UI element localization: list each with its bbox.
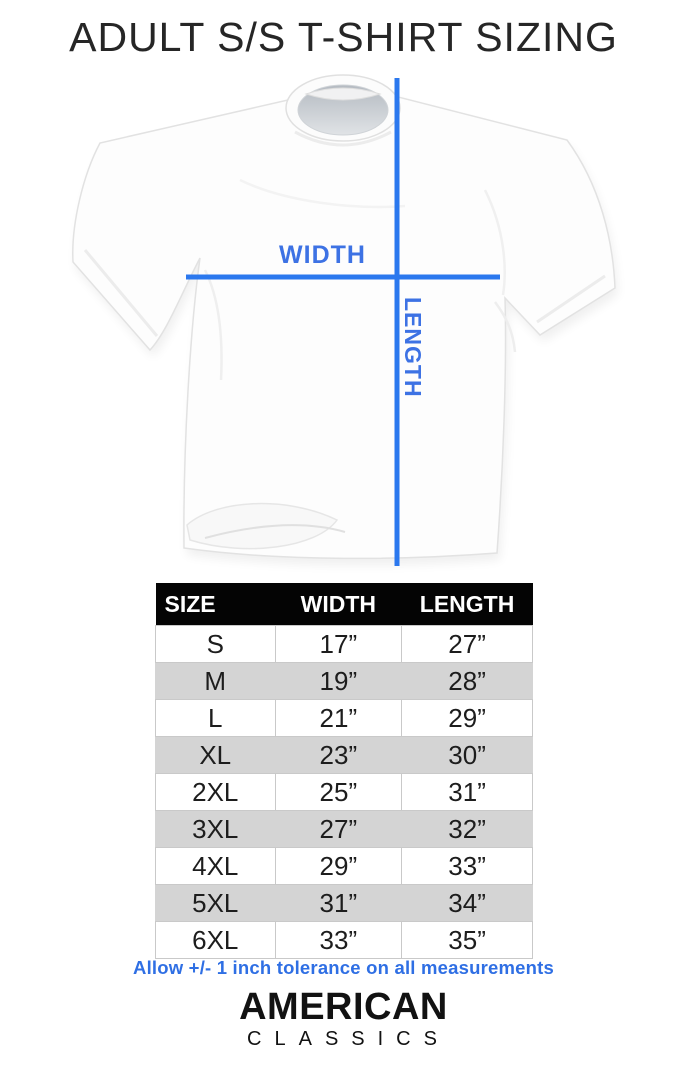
tshirt-illustration	[72, 74, 618, 566]
length-cell: 35”	[401, 921, 533, 959]
length-cell: 33”	[401, 847, 533, 885]
table-header-row: SIZE WIDTH LENGTH	[155, 583, 533, 626]
brand-name: AMERICAN	[239, 986, 448, 1028]
wrinkle	[483, 189, 506, 296]
tolerance-note: Allow +/- 1 inch tolerance on all measur…	[133, 957, 554, 978]
size-cell: L	[155, 699, 276, 737]
width-cell: 21”	[274, 699, 403, 737]
table-row: M 19” 28”	[155, 662, 533, 700]
page-title: ADULT S/S T-SHIRT SIZING	[69, 14, 618, 60]
length-cell: 28”	[401, 662, 533, 700]
width-cell: 33”	[274, 921, 403, 959]
length-cell: 31”	[401, 773, 533, 811]
width-cell: 17”	[274, 625, 403, 663]
length-cell: 27”	[401, 625, 533, 663]
column-header-length: LENGTH	[401, 583, 533, 626]
wrinkle	[493, 301, 517, 353]
size-cell: S	[155, 625, 276, 663]
size-table: SIZE WIDTH LENGTH S 17” 27” M 19” 28” L …	[155, 583, 533, 959]
size-cell: M	[155, 662, 276, 700]
left-cuff-line	[83, 249, 159, 337]
table-row: 5XL 31” 34”	[155, 884, 533, 922]
brand-subname: CLASSICS	[247, 1027, 450, 1050]
size-cell: 2XL	[155, 773, 276, 811]
size-cell: 6XL	[155, 921, 276, 959]
size-cell: XL	[155, 736, 276, 774]
width-cell: 31”	[274, 884, 403, 922]
table-row: S 17” 27”	[155, 625, 533, 663]
table-row: XL 23” 30”	[155, 736, 533, 774]
table-row: L 21” 29”	[155, 699, 533, 737]
column-header-width: WIDTH	[275, 583, 402, 626]
width-measure-label: WIDTH	[279, 241, 366, 269]
collar-under-shadow	[294, 130, 392, 147]
collar-back-band	[304, 87, 382, 101]
length-cell: 29”	[401, 699, 533, 737]
wrinkle	[239, 178, 406, 209]
width-cell: 23”	[274, 736, 403, 774]
width-cell: 19”	[274, 662, 403, 700]
table-row: 4XL 29” 33”	[155, 847, 533, 885]
tshirt-graphic	[72, 83, 616, 560]
length-measure-label: LENGTH	[400, 297, 426, 398]
size-cell: 5XL	[155, 884, 276, 922]
length-cell: 30”	[401, 736, 533, 774]
table-row: 3XL 27” 32”	[155, 810, 533, 848]
wrinkle	[203, 269, 223, 381]
column-header-size: SIZE	[155, 583, 275, 626]
size-cell: 3XL	[155, 810, 276, 848]
width-cell: 25”	[274, 773, 403, 811]
right-cuff-line	[536, 274, 606, 324]
length-cell: 34”	[401, 884, 533, 922]
length-cell: 32”	[401, 810, 533, 848]
width-cell: 29”	[274, 847, 403, 885]
width-cell: 27”	[274, 810, 403, 848]
size-cell: 4XL	[155, 847, 276, 885]
hem-fold-shadow	[204, 524, 346, 539]
table-row: 6XL 33” 35”	[155, 921, 533, 959]
table-row: 2XL 25” 31”	[155, 773, 533, 811]
brand-logo: AMERICAN CLASSICS	[0, 986, 687, 1050]
